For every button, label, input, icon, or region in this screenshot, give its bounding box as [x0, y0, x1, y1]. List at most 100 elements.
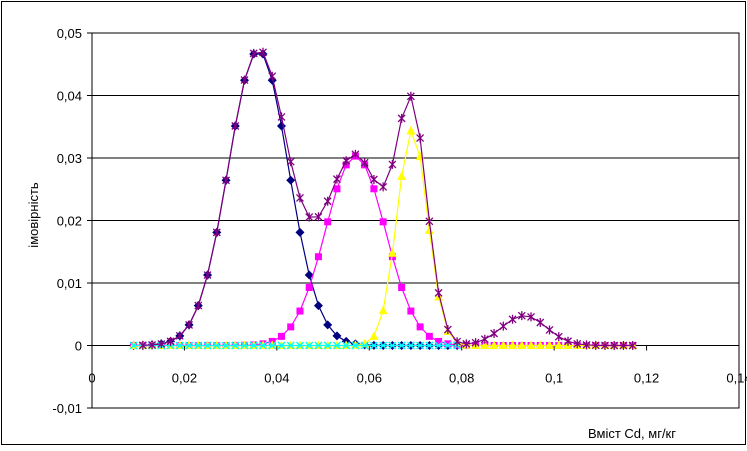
- data-point: [323, 196, 332, 206]
- y-axis: -0,01 0 0,01 0,02 0,03 0,04 0,05: [52, 26, 92, 416]
- data-point: [175, 341, 184, 350]
- data-point: [313, 301, 323, 311]
- data-point: [453, 337, 462, 347]
- data-point: [296, 193, 304, 203]
- data-point: [295, 341, 304, 350]
- data-point: [332, 331, 342, 341]
- data-point: [406, 125, 416, 135]
- y-tick-label: 0,03: [57, 151, 82, 166]
- data-point: [443, 341, 452, 350]
- data-point: [397, 341, 406, 350]
- data-point: [360, 341, 369, 350]
- data-point: [369, 341, 378, 350]
- data-point: [378, 305, 388, 315]
- data-point: [499, 321, 508, 331]
- data-point: [573, 339, 582, 349]
- data-point: [480, 340, 490, 349]
- data-point: [416, 133, 425, 143]
- x-tick-label: 0,1: [545, 371, 563, 386]
- data-point: [407, 307, 415, 315]
- data-point: [323, 341, 332, 350]
- data-point: [342, 341, 351, 350]
- data-point: [444, 340, 452, 348]
- data-point: [545, 325, 554, 335]
- data-point: [435, 337, 443, 345]
- data-point: [249, 48, 258, 58]
- data-point: [536, 318, 545, 328]
- data-point: [535, 340, 545, 349]
- data-point: [416, 341, 425, 350]
- data-point: [416, 323, 424, 331]
- data-point: [185, 320, 194, 330]
- data-point: [194, 341, 203, 350]
- data-point: [296, 307, 304, 315]
- data-point: [212, 227, 221, 237]
- data-point: [434, 288, 443, 298]
- data-point: [203, 270, 212, 280]
- x-tick-label: 0,14: [726, 371, 747, 386]
- data-point: [398, 284, 406, 292]
- data-point: [258, 341, 268, 350]
- data-point: [305, 212, 314, 222]
- data-point: [231, 341, 240, 350]
- y-axis-label: імовірність: [26, 182, 41, 248]
- data-point: [194, 301, 203, 311]
- data-point: [462, 339, 471, 349]
- data-point: [222, 175, 230, 185]
- data-point: [268, 341, 277, 350]
- data-point: [425, 216, 434, 226]
- data-point: [333, 185, 341, 193]
- data-point: [471, 338, 480, 348]
- data-point: [314, 253, 322, 261]
- data-point: [324, 218, 332, 226]
- series-5: [138, 47, 637, 350]
- data-point: [221, 341, 231, 350]
- y-tick-label: 0,01: [57, 276, 82, 291]
- data-point: [148, 340, 157, 350]
- data-point: [379, 218, 387, 226]
- data-point: [157, 339, 166, 349]
- data-point: [175, 331, 184, 341]
- data-point: [129, 341, 138, 350]
- data-point: [304, 270, 314, 280]
- data-point: [369, 174, 378, 184]
- data-point: [259, 47, 267, 57]
- data-point: [397, 113, 406, 123]
- data-point: [489, 340, 499, 349]
- data-point: [554, 332, 563, 342]
- data-point: [305, 341, 314, 350]
- data-point: [443, 325, 452, 335]
- data-point: [231, 121, 240, 131]
- data-point: [397, 171, 407, 180]
- data-point: [545, 340, 555, 349]
- data-point: [388, 341, 397, 350]
- data-point: [526, 340, 536, 349]
- data-point: [619, 340, 628, 350]
- x-tick-label: 0,12: [634, 371, 659, 386]
- data-point: [287, 323, 295, 331]
- x-axis-label: Вміст Cd, мг/кг: [588, 426, 676, 441]
- data-point: [166, 336, 175, 346]
- data-point: [628, 341, 637, 350]
- y-tick-label: 0,05: [57, 26, 82, 41]
- data-point: [517, 311, 526, 321]
- data-point: [249, 341, 258, 350]
- data-point: [425, 332, 433, 340]
- data-point: [212, 341, 221, 350]
- data-point: [379, 341, 388, 350]
- y-tick-label: 0,04: [57, 89, 82, 104]
- data-point: [277, 332, 285, 340]
- data-point: [370, 185, 378, 193]
- data-point: [369, 331, 379, 340]
- data-point: [379, 182, 388, 192]
- data-point: [240, 341, 249, 350]
- data-point: [286, 157, 295, 167]
- data-point: [314, 212, 323, 222]
- data-point: [305, 284, 313, 292]
- data-point: [434, 341, 443, 350]
- data-point: [582, 340, 591, 350]
- data-point: [490, 329, 499, 339]
- y-tick-label: 0: [75, 339, 82, 354]
- x-tick-label: 0,02: [172, 371, 197, 386]
- data-point: [332, 174, 341, 184]
